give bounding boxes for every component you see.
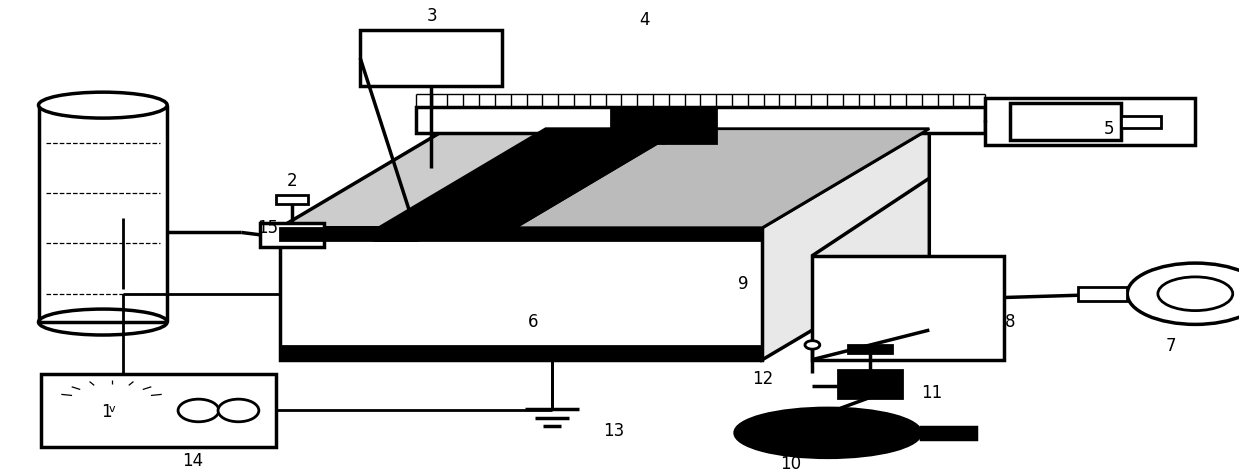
Polygon shape <box>763 129 929 360</box>
Text: 15: 15 <box>257 219 278 237</box>
Ellipse shape <box>218 399 259 422</box>
Ellipse shape <box>1127 263 1240 325</box>
Text: 11: 11 <box>921 384 942 402</box>
Bar <box>260 223 325 247</box>
Bar <box>1009 103 1121 140</box>
Bar <box>812 256 1003 360</box>
Ellipse shape <box>735 408 920 457</box>
Text: 6: 6 <box>528 313 538 331</box>
Bar <box>838 370 901 398</box>
Bar <box>280 228 763 239</box>
Ellipse shape <box>38 92 167 118</box>
Text: 2: 2 <box>286 171 298 189</box>
Bar <box>360 30 502 86</box>
Text: 10: 10 <box>780 455 801 473</box>
Text: v: v <box>108 404 115 414</box>
Bar <box>280 228 763 360</box>
Text: 4: 4 <box>640 11 650 29</box>
Text: 5: 5 <box>1104 119 1114 138</box>
Ellipse shape <box>805 341 820 349</box>
Text: 13: 13 <box>603 422 625 439</box>
Bar <box>1078 287 1127 301</box>
Bar <box>920 426 976 439</box>
Text: 8: 8 <box>1004 313 1016 331</box>
Text: 12: 12 <box>751 370 773 387</box>
Text: 7: 7 <box>1166 337 1176 355</box>
Bar <box>985 98 1195 145</box>
Ellipse shape <box>1158 277 1233 311</box>
Bar <box>373 229 417 240</box>
Bar <box>280 346 763 360</box>
Bar <box>848 345 893 353</box>
Bar <box>277 195 309 204</box>
Ellipse shape <box>179 399 219 422</box>
Polygon shape <box>378 129 682 228</box>
Polygon shape <box>280 129 929 228</box>
Text: 1: 1 <box>102 403 112 421</box>
Text: 3: 3 <box>427 7 438 25</box>
Ellipse shape <box>38 309 167 335</box>
Bar <box>41 374 277 447</box>
Text: 9: 9 <box>739 275 749 293</box>
Bar <box>611 108 715 143</box>
Bar <box>1121 116 1161 128</box>
Polygon shape <box>515 129 929 228</box>
Text: 14: 14 <box>182 452 203 470</box>
Bar <box>415 108 985 133</box>
